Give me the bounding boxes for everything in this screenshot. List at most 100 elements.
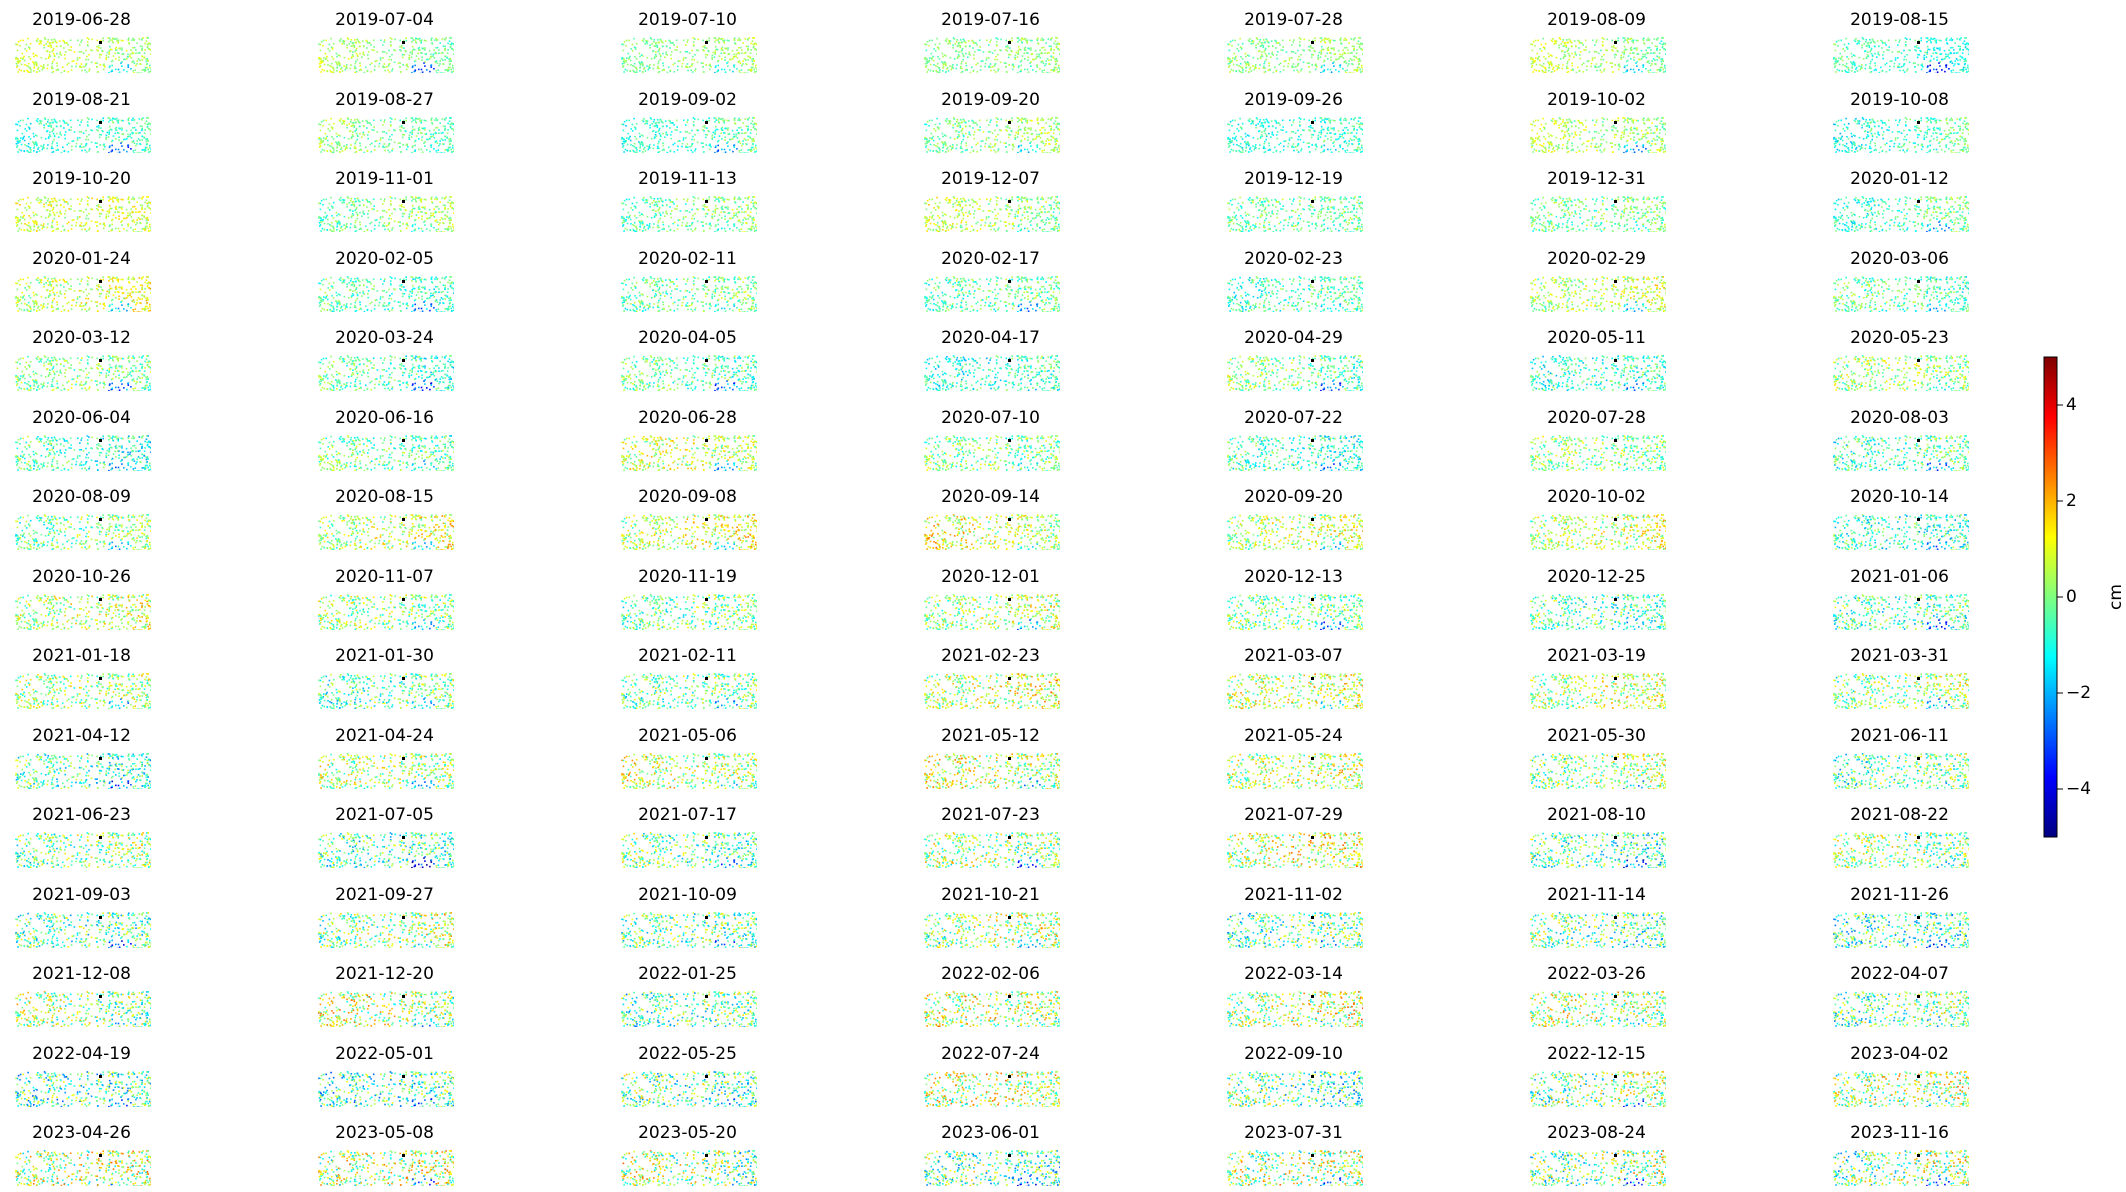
scatter-point (676, 126, 678, 128)
scatter-point (1044, 73, 1046, 74)
scatter-point (91, 62, 93, 64)
scatter-point (742, 143, 744, 145)
scatter-point (717, 144, 719, 146)
panel-title: 2019-07-28 (1212, 10, 1375, 30)
scatter-point (418, 58, 420, 60)
scatter-point (1348, 143, 1350, 145)
scatter-point (336, 62, 338, 64)
scatter-point (1642, 54, 1644, 56)
scatter-point (322, 60, 324, 62)
scatter-point (377, 131, 379, 133)
scatter-point (51, 145, 53, 147)
scatter-point (666, 45, 668, 47)
scatter-point (649, 147, 651, 149)
scatter-point (1289, 119, 1291, 121)
scatter-point (724, 59, 726, 61)
scatter-point (36, 144, 38, 146)
scatter-point (630, 48, 632, 50)
scatter-point (371, 129, 373, 131)
scatter-point (1233, 64, 1235, 66)
scatter-point (642, 152, 644, 153)
scatter-point (1332, 142, 1334, 144)
scatter-point (728, 119, 730, 121)
panel-title: 2019-07-10 (606, 10, 769, 30)
scatter-point (1249, 120, 1251, 122)
scatter-point (658, 140, 660, 142)
scatter-point (1229, 144, 1231, 146)
scatter-point (324, 143, 326, 145)
scatter-point (642, 71, 644, 73)
scatter-point (1602, 45, 1604, 47)
scatter-point (1870, 63, 1872, 65)
scatter-point (68, 49, 70, 51)
scatter-point (132, 127, 134, 129)
scatter-point (756, 68, 757, 70)
scatter-point (993, 70, 995, 72)
scatter-point (1579, 71, 1581, 73)
scatter-point (995, 56, 997, 58)
scatter-point (1049, 45, 1051, 47)
scatter-point (1917, 54, 1919, 56)
scatter-point (73, 60, 75, 62)
scatter-point (676, 129, 678, 131)
scatter-point (660, 55, 662, 57)
scatter-point (1351, 52, 1353, 54)
scatter-point (1854, 63, 1856, 65)
scatter-point (1901, 66, 1903, 68)
scatter-point (364, 134, 366, 136)
scatter-point (421, 127, 423, 129)
scatter-point (33, 67, 35, 69)
scatter-point (1044, 152, 1046, 153)
scatter-point (359, 142, 361, 144)
scatter-point (1330, 122, 1332, 124)
scatter-point (721, 48, 723, 50)
scatter-point (1343, 57, 1345, 59)
scatter-point (429, 71, 431, 73)
scatter-point (1906, 59, 1908, 61)
scatter-point (1553, 43, 1555, 45)
scatter-point (1261, 43, 1263, 45)
scatter-point (958, 131, 960, 133)
scatter-point (20, 119, 22, 121)
scatter-point (1535, 57, 1537, 59)
scatter-point (625, 69, 627, 71)
scatter-point (420, 52, 422, 54)
scatter-point (412, 65, 414, 67)
scatter-point (1044, 52, 1046, 54)
scatter-point (355, 42, 357, 44)
scatter-point (1618, 69, 1620, 71)
scatter-point (30, 43, 32, 45)
scatter-point (413, 49, 415, 51)
scatter-point (1592, 40, 1594, 42)
panel-plot (1530, 37, 1666, 73)
scatter-point (388, 145, 390, 147)
scatter-point (702, 62, 704, 64)
scatter-point (741, 144, 743, 146)
scatter-point (722, 38, 724, 40)
scatter-point (1277, 42, 1279, 44)
scatter-point (118, 42, 120, 44)
scatter-point (1324, 139, 1326, 141)
scatter-point (416, 55, 418, 57)
scatter-point (341, 67, 343, 69)
scatter-point (1967, 67, 1969, 69)
scatter-point (1009, 127, 1011, 129)
scatter-point (655, 122, 657, 124)
scatter-point (1938, 62, 1940, 64)
scatter-point (1245, 53, 1247, 55)
scatter-point (333, 149, 335, 151)
scatter-point (88, 70, 90, 72)
scatter-point (724, 42, 726, 44)
scatter-point (139, 139, 141, 141)
scatter-point (676, 46, 678, 48)
scatter-point (1309, 71, 1311, 73)
scatter-point (697, 62, 699, 64)
scatter-point (961, 42, 963, 44)
scatter-point (939, 151, 941, 153)
scatter-point (345, 148, 347, 150)
scatter-point (1541, 44, 1543, 46)
scatter-point (988, 44, 990, 46)
scatter-point (734, 64, 736, 66)
scatter-point (414, 119, 416, 121)
scatter-point (323, 40, 325, 42)
